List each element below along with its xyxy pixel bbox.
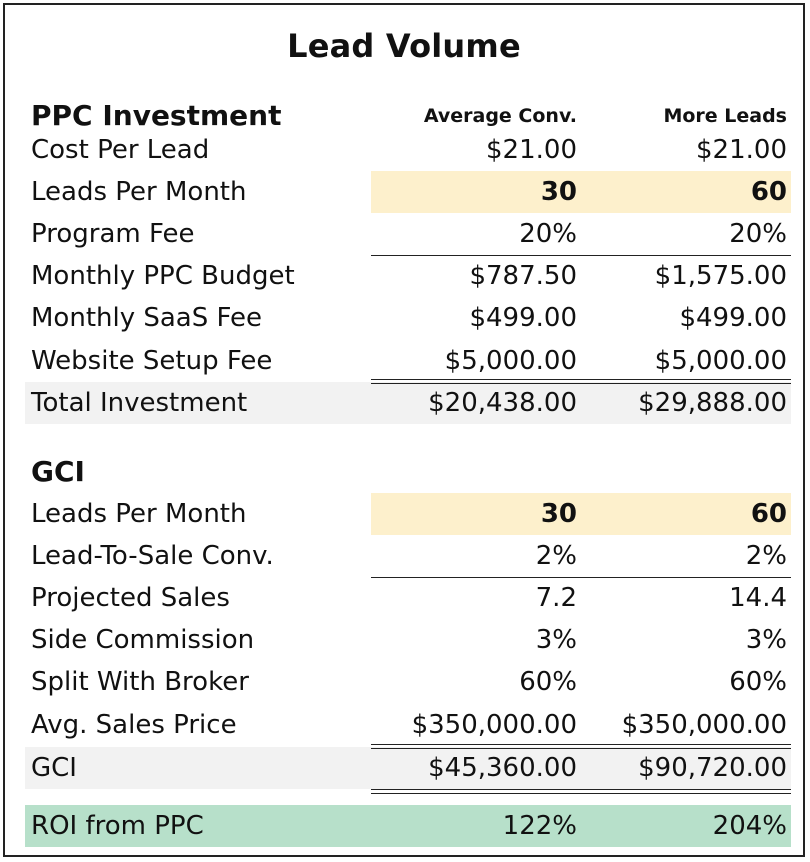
col-header-more-leads: More Leads <box>663 105 787 127</box>
table-row: Side Commission 3% 3% <box>25 619 791 661</box>
value-more-leads: $350,000.00 <box>621 710 787 740</box>
value-average-conv: $45,360.00 <box>428 753 577 783</box>
table-row: Website Setup Fee $5,000.00 $5,000.00 <box>25 340 791 382</box>
value-more-leads: 60 <box>750 499 787 529</box>
table-row: Program Fee 20% 20% <box>25 213 791 255</box>
roi-label: ROI from PPC <box>31 811 204 841</box>
value-more-leads: 2% <box>745 541 787 571</box>
value-average-conv: $499.00 <box>469 303 577 333</box>
value-average-conv: 30 <box>540 177 577 207</box>
row-label: Avg. Sales Price <box>31 710 237 740</box>
ppc-header-row: PPC Investment Average Conv. More Leads <box>25 91 791 141</box>
double-divider <box>371 379 791 384</box>
value-average-conv: $787.50 <box>469 261 577 291</box>
table-title: Lead Volume <box>287 27 521 65</box>
gci-header-row: GCI <box>25 451 791 493</box>
divider <box>371 255 791 256</box>
row-label: Side Commission <box>31 625 255 655</box>
row-label: GCI <box>31 753 77 783</box>
row-label: Cost Per Lead <box>31 135 210 165</box>
table-row: Monthly PPC Budget $787.50 $1,575.00 <box>25 255 791 297</box>
lead-volume-table: Lead Volume PPC Investment Average Conv.… <box>3 3 805 857</box>
double-divider <box>371 744 791 749</box>
value-more-leads: $499.00 <box>679 303 787 333</box>
table-row: Avg. Sales Price $350,000.00 $350,000.00 <box>25 704 791 746</box>
col-header-average-conv: Average Conv. <box>423 105 577 127</box>
roi-average-conv: 122% <box>502 811 577 841</box>
value-more-leads: 14.4 <box>729 583 787 613</box>
row-label: Projected Sales <box>31 583 230 613</box>
total-investment-row: Total Investment $20,438.00 $29,888.00 <box>25 382 791 424</box>
value-average-conv: 20% <box>519 219 577 249</box>
value-average-conv: 3% <box>535 625 577 655</box>
value-more-leads: $1,575.00 <box>654 261 787 291</box>
value-more-leads: $5,000.00 <box>654 346 787 376</box>
value-more-leads: $29,888.00 <box>638 388 787 418</box>
table-row: Leads Per Month 30 60 <box>25 493 791 535</box>
row-label: Monthly PPC Budget <box>31 261 295 291</box>
ppc-section-title: PPC Investment <box>31 99 282 132</box>
value-average-conv: 2% <box>535 541 577 571</box>
value-average-conv: $20,438.00 <box>428 388 577 418</box>
table-row: Leads Per Month 30 60 <box>25 171 791 213</box>
value-more-leads: 60% <box>729 667 787 697</box>
value-average-conv: $5,000.00 <box>444 346 577 376</box>
gci-section-title: GCI <box>31 455 85 488</box>
value-average-conv: $350,000.00 <box>411 710 577 740</box>
row-label: Website Setup Fee <box>31 346 273 376</box>
roi-row: ROI from PPC 122% 204% <box>25 805 791 847</box>
value-average-conv: $21.00 <box>486 135 577 165</box>
value-average-conv: 60% <box>519 667 577 697</box>
divider <box>371 577 791 578</box>
value-average-conv: 7.2 <box>535 583 577 613</box>
value-more-leads: 3% <box>745 625 787 655</box>
input-highlight <box>371 493 581 535</box>
table-row: Projected Sales 7.2 14.4 <box>25 577 791 619</box>
roi-more-leads: 204% <box>712 811 787 841</box>
table-row: Monthly SaaS Fee $499.00 $499.00 <box>25 297 791 339</box>
value-average-conv: 30 <box>540 499 577 529</box>
value-more-leads: $90,720.00 <box>638 753 787 783</box>
value-more-leads: 20% <box>729 219 787 249</box>
double-divider <box>371 789 791 794</box>
input-highlight <box>581 493 791 535</box>
row-label: Monthly SaaS Fee <box>31 303 263 333</box>
table-row: Cost Per Lead $21.00 $21.00 <box>25 129 791 171</box>
row-label: Split With Broker <box>31 667 249 697</box>
row-label: Leads Per Month <box>31 499 247 529</box>
value-more-leads: $21.00 <box>696 135 787 165</box>
table-row: Split With Broker 60% 60% <box>25 661 791 703</box>
input-highlight <box>581 171 791 213</box>
row-label: Total Investment <box>31 388 248 418</box>
table-row: Lead-To-Sale Conv. 2% 2% <box>25 535 791 577</box>
input-highlight <box>371 171 581 213</box>
row-label: Leads Per Month <box>31 177 247 207</box>
row-label: Lead-To-Sale Conv. <box>31 541 274 571</box>
gci-total-row: GCI $45,360.00 $90,720.00 <box>25 747 791 789</box>
row-label: Program Fee <box>31 219 195 249</box>
value-more-leads: 60 <box>750 177 787 207</box>
